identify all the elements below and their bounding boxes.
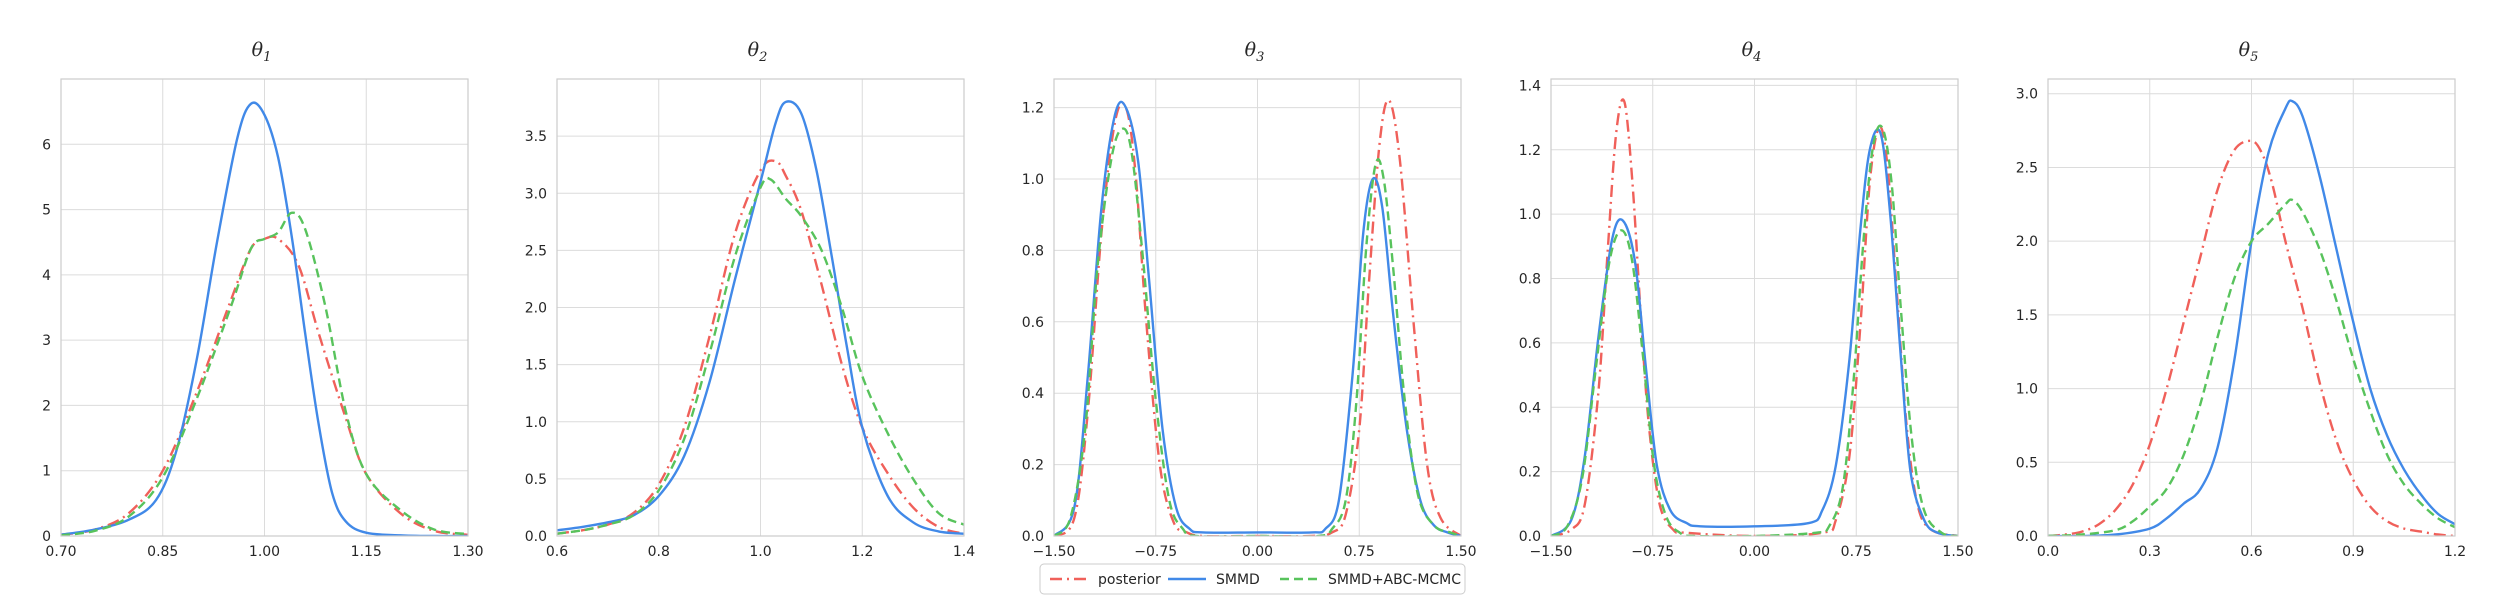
panel-title: θ1 (252, 39, 272, 65)
y-tick-label: 0.6 (1519, 336, 1541, 352)
legend-box (1039, 563, 1466, 595)
x-tick-label: −0.75 (1631, 544, 1674, 560)
panel-theta-1: 0.70 0.85 1.00 1.15 1.30 0 1 2 3 4 5 6 θ1 (42, 39, 484, 560)
x-tick-label: 1.4 (953, 544, 975, 560)
y-tick-label: 2.5 (2016, 160, 2038, 176)
series-line-smmd (1054, 100, 1461, 536)
x-tick-label: 1.15 (351, 544, 382, 560)
y-tick-label: 2.0 (2016, 234, 2038, 250)
x-tick-label: 1.2 (2444, 544, 2466, 560)
y-tick-label: 1.4 (1519, 78, 1541, 94)
series-line-smmd (1551, 128, 1958, 536)
y-tick-label: 0.0 (2016, 529, 2038, 545)
x-tick-label: −0.75 (1134, 544, 1177, 560)
panel-title: θ4 (1742, 39, 1762, 65)
plot-frame (60, 78, 469, 537)
x-tick-label: 0.75 (1344, 544, 1375, 560)
y-tick-label: 0.5 (525, 472, 547, 488)
y-tick-label: 3.5 (525, 129, 547, 145)
x-tick-label: 0.9 (2342, 544, 2364, 560)
series-line-smmd-abc-mcmc (1551, 124, 1958, 536)
panel-title: θ3 (1245, 39, 1265, 65)
legend-label: SMMD (1216, 572, 1260, 588)
series-line-posterior (557, 159, 964, 535)
x-tick-label: 0.6 (546, 544, 568, 560)
y-tick-label: 0.8 (1022, 243, 1044, 259)
y-tick-label: 1.0 (1022, 172, 1044, 188)
panel-theta-5: 0.0 0.3 0.6 0.9 1.2 0.0 0.5 1.0 1.5 2.0 2.5 3.0 θ5 (2016, 39, 2466, 560)
y-tick-label: 6 (42, 137, 51, 153)
legend: posterior SMMD SMMD+ABC-MCMC (1039, 563, 1466, 595)
y-tick-label: 0.4 (1519, 400, 1541, 416)
panel-title: θ2 (748, 39, 768, 65)
y-tick-label: 1.5 (525, 358, 547, 374)
y-tick-label: 2.5 (525, 243, 547, 259)
y-tick-label: 2.0 (525, 301, 547, 317)
plot-frame (556, 78, 965, 537)
series-line-smmd-abc-mcmc (1054, 127, 1461, 536)
x-tick-label: 1.2 (851, 544, 873, 560)
y-tick-label: 4 (42, 268, 51, 284)
y-tick-label: 0.0 (1022, 529, 1044, 545)
panel-title: θ5 (2239, 39, 2259, 65)
y-tick-label: 0.2 (1022, 458, 1044, 474)
y-tick-label: 1.2 (1022, 101, 1044, 117)
y-tick-label: 0.8 (1519, 272, 1541, 288)
x-tick-label: 1.50 (1445, 544, 1476, 560)
y-tick-label: 0.0 (525, 529, 547, 545)
x-tick-label: 0.00 (1739, 544, 1770, 560)
x-tick-label: 1.0 (749, 544, 771, 560)
plot-frame (1550, 78, 1959, 537)
series-line-smmd (2048, 99, 2455, 536)
y-tick-label: 0.4 (1022, 386, 1044, 402)
x-tick-label: 0.75 (1841, 544, 1872, 560)
x-tick-label: 1.30 (452, 544, 483, 560)
y-tick-label: 0.5 (2016, 455, 2038, 471)
series-line-posterior (1054, 98, 1461, 536)
y-tick-label: 3.0 (2016, 87, 2038, 103)
y-tick-label: 0 (42, 529, 51, 545)
plot-frame (1053, 78, 1462, 537)
y-tick-label: 0.0 (1519, 529, 1541, 545)
x-tick-label: 0.0 (2037, 544, 2059, 560)
x-tick-label: 0.3 (2139, 544, 2161, 560)
x-tick-label: 0.70 (45, 544, 76, 560)
x-tick-label: 1.00 (249, 544, 280, 560)
legend-label: SMMD+ABC-MCMC (1328, 572, 1461, 588)
series-line-smmd-abc-mcmc (2048, 198, 2455, 536)
x-tick-label: −1.50 (1033, 544, 1076, 560)
panel-theta-2: 0.6 0.8 1.0 1.2 1.4 0.0 0.5 1.0 1.5 2.0 2.5 3.0 3.5 θ… (525, 39, 975, 560)
y-tick-label: 0.2 (1519, 465, 1541, 481)
x-tick-label: −1.50 (1530, 544, 1573, 560)
y-tick-label: 3 (42, 333, 51, 349)
y-tick-label: 1.0 (525, 415, 547, 431)
panel-theta-4: −1.50 −0.75 0.00 0.75 1.50 0.0 0.2 0.4 0.6 0.8 1.0… (1519, 39, 1974, 560)
series-line-smmd (557, 100, 964, 535)
series-line-smmd-abc-mcmc (557, 176, 964, 535)
x-tick-label: 0.00 (1242, 544, 1273, 560)
y-tick-label: 1.0 (1519, 207, 1541, 223)
series-line-posterior (2048, 139, 2455, 536)
y-tick-label: 1.5 (2016, 308, 2038, 324)
panel-theta-3: −1.50 −0.75 0.00 0.75 1.50 0.0 0.2 0.4 0.6 0.8 1.0… (1022, 39, 1477, 560)
plot-frame (2047, 78, 2456, 537)
series-line-smmd-abc-mcmc (61, 211, 468, 536)
y-tick-label: 1.2 (1519, 143, 1541, 159)
y-tick-label: 0.6 (1022, 315, 1044, 331)
x-tick-label: 0.8 (648, 544, 670, 560)
y-tick-label: 1.0 (2016, 382, 2038, 398)
y-tick-label: 2 (42, 398, 51, 414)
y-tick-label: 5 (42, 203, 51, 219)
y-tick-label: 1 (42, 464, 51, 480)
legend-label: posterior (1098, 572, 1161, 588)
x-tick-label: 1.50 (1942, 544, 1973, 560)
y-tick-label: 3.0 (525, 186, 547, 202)
series-line-smmd (61, 101, 468, 536)
x-tick-label: 0.6 (2240, 544, 2262, 560)
x-tick-label: 0.85 (147, 544, 178, 560)
